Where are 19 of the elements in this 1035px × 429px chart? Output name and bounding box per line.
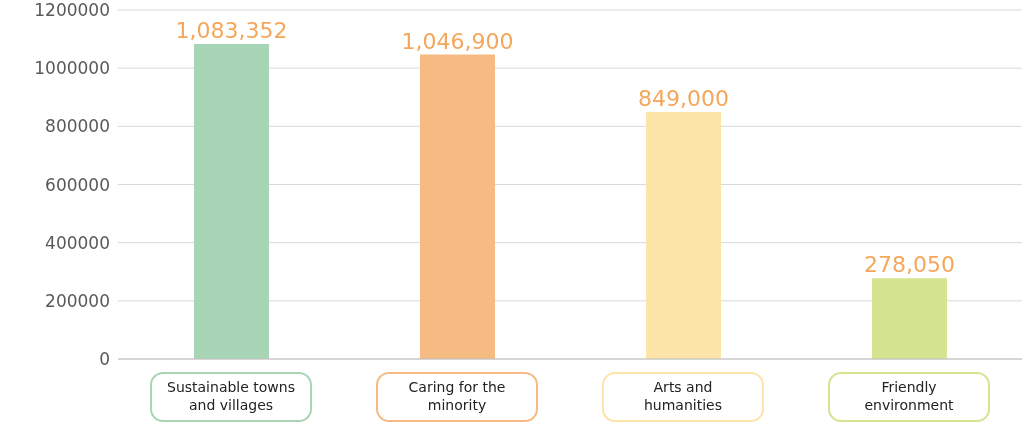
y-tick-label: 400000 bbox=[45, 232, 110, 253]
data-label: 849,000 bbox=[638, 86, 729, 112]
data-label: 1,046,900 bbox=[401, 28, 514, 54]
x-tick-label: Arts and humanities bbox=[643, 379, 723, 413]
bar bbox=[194, 43, 269, 359]
bar bbox=[646, 112, 721, 359]
y-tick-label: 600000 bbox=[45, 174, 110, 195]
y-tick-label: 1000000 bbox=[34, 58, 110, 79]
data-label: 1,083,352 bbox=[175, 17, 288, 43]
x-tick-label: Friendly environment bbox=[864, 379, 955, 413]
y-tick-label: 200000 bbox=[45, 290, 110, 311]
bar bbox=[420, 54, 495, 359]
y-tick-label: 1200000 bbox=[34, 0, 110, 21]
y-tick-label: 800000 bbox=[45, 116, 110, 137]
x-tick-label: Sustainable towns and villages bbox=[167, 379, 295, 413]
bar bbox=[872, 278, 947, 359]
x-tick-label: Caring for the minority bbox=[408, 379, 506, 413]
y-tick-label: 0 bbox=[99, 349, 110, 370]
data-label: 278,050 bbox=[864, 252, 955, 278]
